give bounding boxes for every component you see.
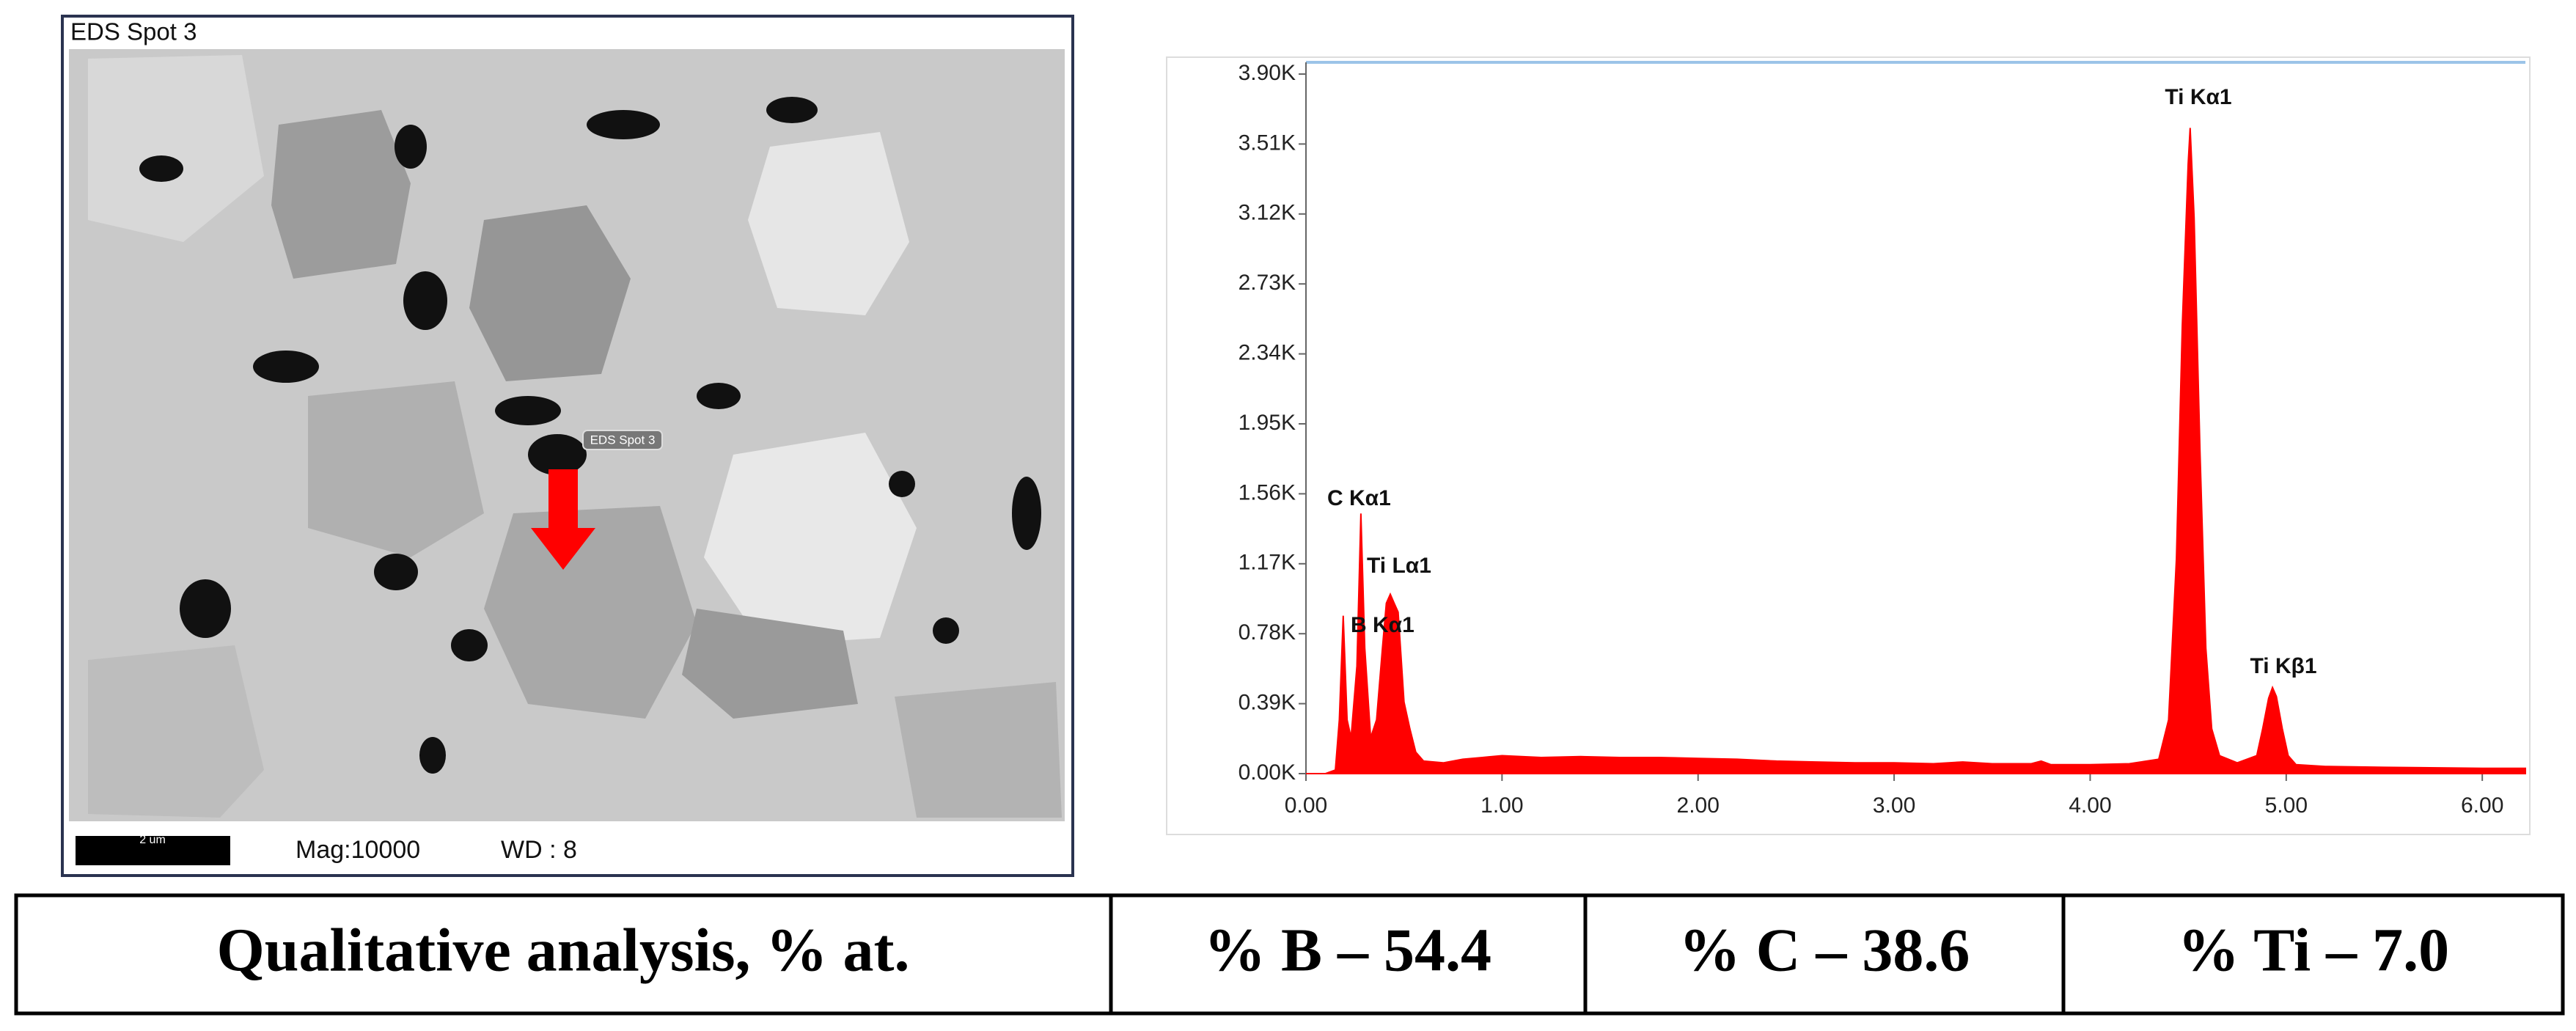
marker-tag: [582, 430, 663, 450]
working-distance: WD : 8: [501, 836, 577, 864]
peak-label: Ti Kβ1: [2250, 654, 2316, 678]
y-tick-label: 1.95K: [1239, 411, 1296, 435]
scale-bar: [76, 836, 230, 865]
panel-title: EDS Spot 3: [70, 18, 197, 45]
table-cell: % B – 54.4: [1204, 916, 1491, 984]
y-tick-label: 1.17K: [1239, 551, 1296, 575]
x-tick-label: 3.00: [1873, 793, 1915, 818]
peak-label: Ti Lα1: [1367, 554, 1431, 578]
peak-label: C Kα1: [1327, 486, 1391, 510]
pore: [1012, 477, 1041, 550]
spectrum-chart: 0.00K 0.39K 0.78K 1.17K 1.56K 1.95K 2.34K 2.73K…: [1166, 56, 2531, 835]
pore: [766, 97, 818, 123]
grain: [895, 682, 1062, 818]
y-tick-label: 0.39K: [1239, 691, 1296, 715]
pore: [419, 737, 446, 774]
pore: [139, 155, 183, 182]
chart-frame: [1166, 56, 2531, 835]
pore: [495, 396, 561, 425]
y-tick-label: 2.34K: [1239, 341, 1296, 365]
x-tick-label: 4.00: [2069, 793, 2111, 818]
x-tick-label: 5.00: [2265, 793, 2308, 818]
arrow: [531, 469, 595, 570]
grain: [748, 132, 909, 315]
pore: [933, 617, 959, 644]
x-tick-label: 6.00: [2461, 793, 2503, 818]
y-tick-label: 1.56K: [1239, 480, 1296, 505]
pore: [374, 554, 418, 590]
scale-label: 2 um: [139, 834, 166, 846]
marker-label: EDS Spot 3: [590, 433, 656, 447]
pore: [528, 434, 587, 475]
y-tick-label: 0.00K: [1239, 760, 1296, 785]
pore: [587, 110, 660, 139]
pore: [253, 351, 319, 383]
grain: [308, 381, 484, 557]
table-cell: Qualitative analysis, % at.: [216, 916, 909, 984]
grain: [704, 433, 917, 645]
pore: [395, 125, 427, 169]
y-tick-label: 3.51K: [1239, 131, 1296, 155]
y-tick-label: 3.90K: [1239, 61, 1296, 85]
pore: [451, 629, 488, 661]
peak-label: Ti Kα1: [2165, 85, 2231, 109]
sem-panel: EDS Spot 3: [61, 15, 1074, 877]
pore: [697, 383, 741, 409]
table-frame: [14, 893, 2565, 1016]
spectrum-area: [1306, 128, 2526, 774]
magnification: Mag:10000: [296, 836, 420, 864]
pore: [180, 579, 231, 638]
x-tick-label: 0.00: [1285, 793, 1327, 818]
results-table: Qualitative analysis, % at. % B – 54.4 % C…: [14, 893, 2565, 1016]
y-tick-label: 2.73K: [1239, 271, 1296, 295]
grain: [88, 645, 264, 818]
y-tick-label: 0.78K: [1239, 620, 1296, 645]
grain: [271, 110, 411, 279]
pore: [889, 471, 915, 497]
y-tick-label: 3.12K: [1239, 201, 1296, 225]
grain: [484, 506, 697, 719]
sem-image: EDS Spot 3: [69, 49, 1065, 821]
table-cell: % C – 38.6: [1679, 916, 1970, 984]
peak-label: B Kα1: [1351, 613, 1414, 637]
grain: [469, 205, 631, 381]
grain: [88, 55, 264, 242]
x-tick-label: 2.00: [1677, 793, 1720, 818]
x-tick-label: 1.00: [1480, 793, 1523, 818]
grain: [682, 609, 858, 719]
pore: [403, 271, 447, 330]
table-cell: % Ti – 7.0: [2178, 916, 2449, 984]
